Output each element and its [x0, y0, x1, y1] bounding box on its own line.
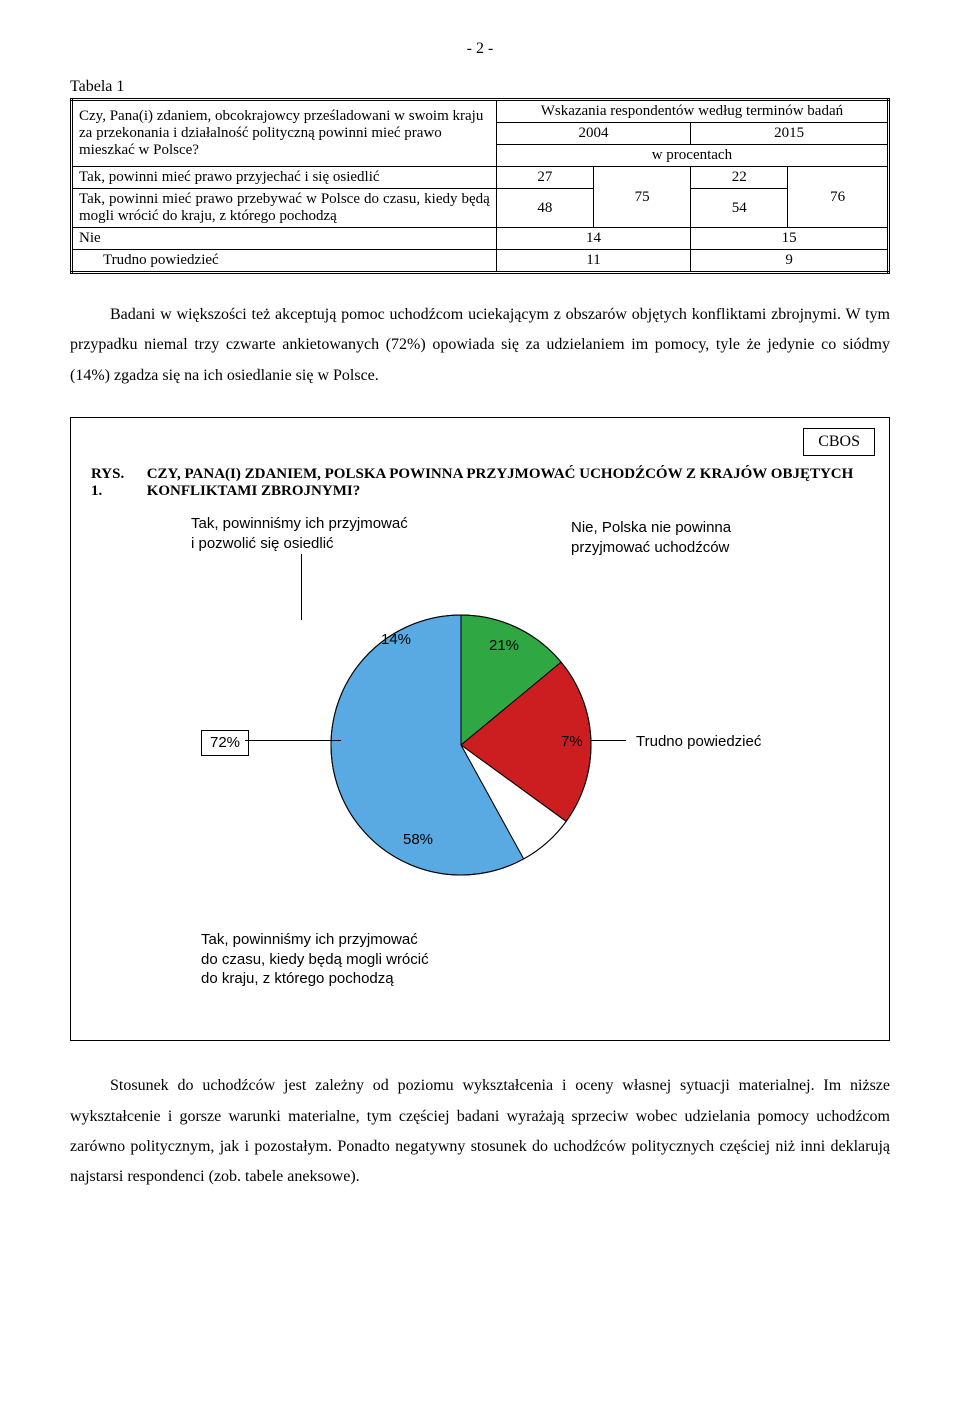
- cell: 22: [691, 167, 788, 189]
- table-header-group: Wskazania respondentów według terminów b…: [496, 100, 888, 123]
- table-row: Tak, powinni mieć prawo przyjechać i się…: [72, 167, 889, 189]
- table-1: Czy, Pana(i) zdaniem, obcokrajowcy prześ…: [70, 98, 890, 274]
- table-question: Czy, Pana(i) zdaniem, obcokrajowcy prześ…: [72, 100, 497, 167]
- callout-72: 72%: [201, 730, 249, 756]
- paragraph-1: Badani w większości też akceptują pomoc …: [70, 300, 890, 391]
- cell: 14: [496, 228, 690, 250]
- cell: 54: [691, 189, 788, 228]
- leader-line: [245, 740, 341, 741]
- pie-chart: Tak, powinniśmy ich przyjmować i pozwoli…: [91, 510, 851, 1010]
- col-2015: 2015: [691, 123, 889, 145]
- label-trudno: Trudno powiedzieć: [636, 732, 761, 752]
- page-number: - 2 -: [70, 40, 890, 58]
- row-label: Tak, powinni mieć prawo przyjechać i się…: [72, 167, 497, 189]
- table-row: Nie 14 15: [72, 228, 889, 250]
- cell: 9: [691, 250, 889, 273]
- cbos-badge: CBOS: [803, 428, 875, 456]
- subhead-percent: w procentach: [496, 145, 888, 167]
- cell-group: 75: [593, 167, 690, 228]
- cell: 48: [496, 189, 593, 228]
- cell-group: 76: [788, 167, 889, 228]
- pct-7: 7%: [561, 732, 583, 752]
- table-row: Trudno powiedzieć 11 9: [72, 250, 889, 273]
- cell: 11: [496, 250, 690, 273]
- chart-title: RYS. 1. CZY, PANA(I) ZDANIEM, POLSKA POW…: [91, 466, 869, 500]
- label-tak-czas: Tak, powinniśmy ich przyjmować do czasu,…: [201, 930, 429, 989]
- row-label: Nie: [72, 228, 497, 250]
- row-label: Tak, powinni mieć prawo przebywać w Pols…: [72, 189, 497, 228]
- cell: 27: [496, 167, 593, 189]
- table-row: Tak, powinni mieć prawo przebywać w Pols…: [72, 189, 889, 228]
- pct-58: 58%: [403, 830, 433, 850]
- cell: 15: [691, 228, 889, 250]
- rys-number: RYS. 1.: [91, 466, 129, 500]
- row-label: Trudno powiedzieć: [72, 250, 497, 273]
- label-nie: Nie, Polska nie powinna przyjmować uchod…: [571, 518, 731, 557]
- chart-question: CZY, PANA(I) ZDANIEM, POLSKA POWINNA PRZ…: [147, 466, 869, 500]
- col-2004: 2004: [496, 123, 690, 145]
- leader-line: [301, 554, 302, 620]
- table-title: Tabela 1: [70, 78, 890, 96]
- label-tak-osiedlic: Tak, powinniśmy ich przyjmować i pozwoli…: [191, 514, 408, 553]
- pct-14: 14%: [381, 630, 411, 650]
- paragraph-2: Stosunek do uchodźców jest zależny od po…: [70, 1071, 890, 1193]
- pct-21: 21%: [489, 636, 519, 656]
- chart-container: CBOS RYS. 1. CZY, PANA(I) ZDANIEM, POLSK…: [70, 417, 890, 1041]
- leader-line: [591, 740, 626, 741]
